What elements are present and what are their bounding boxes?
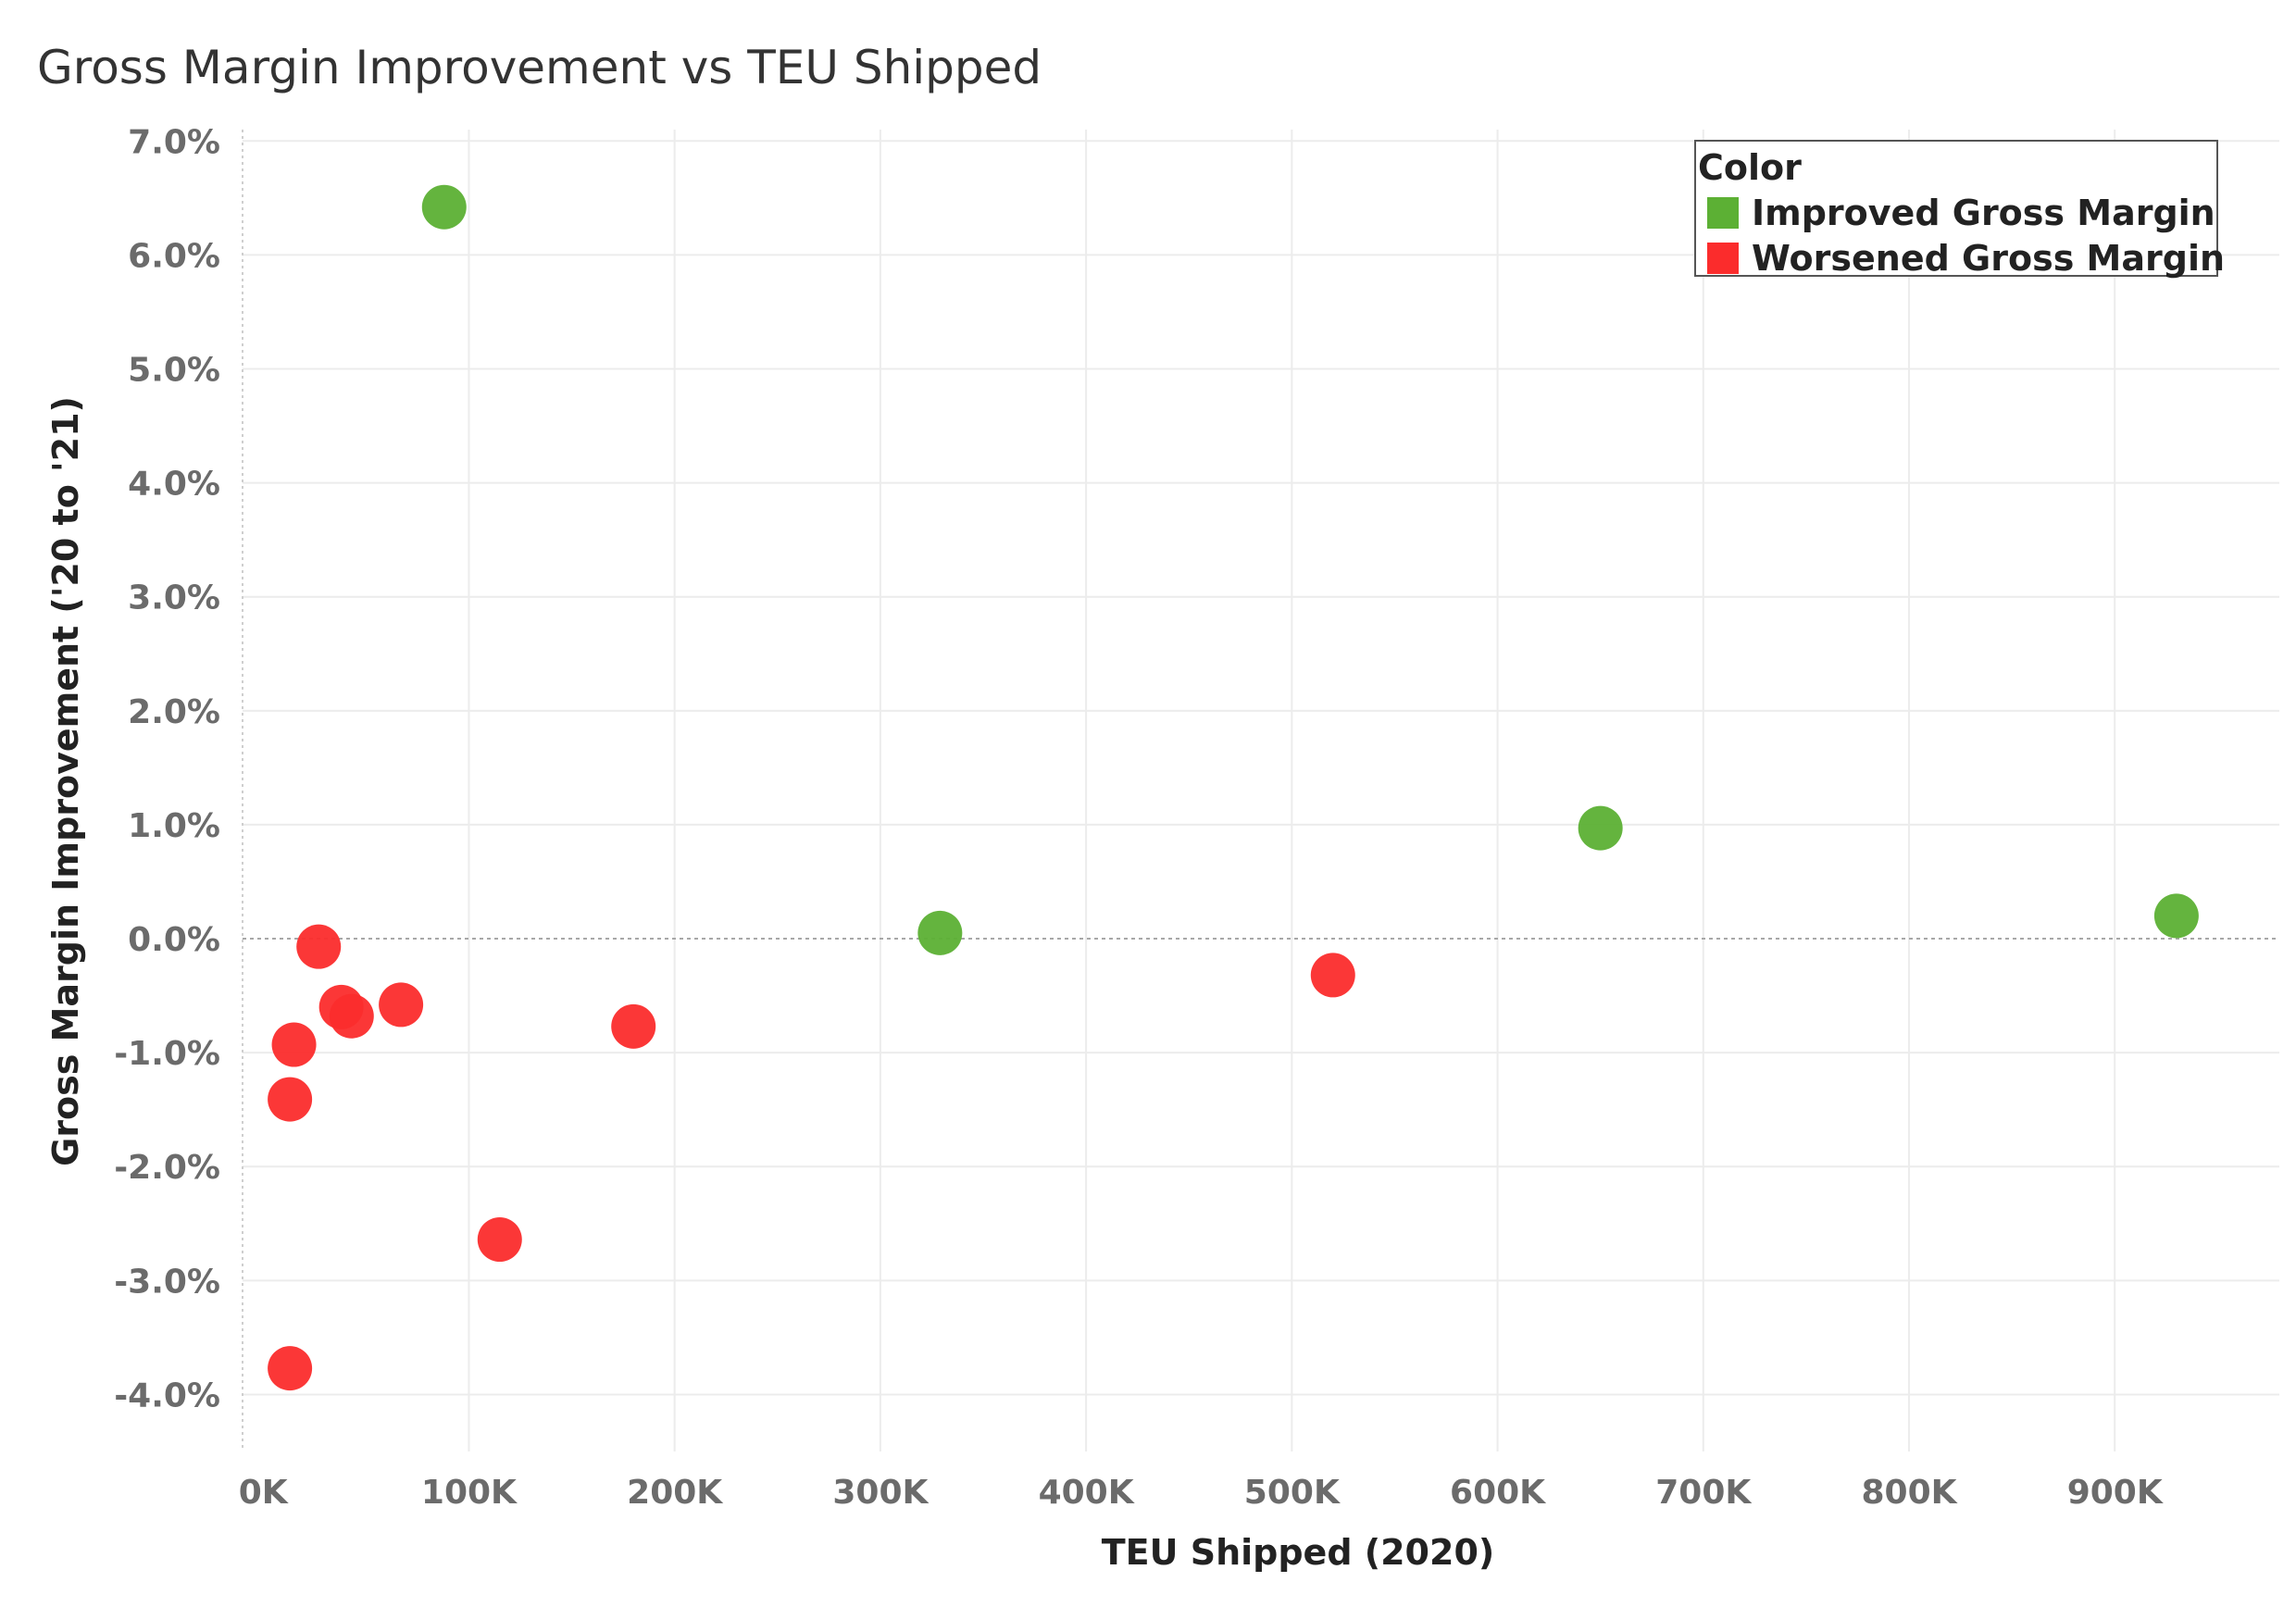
y-axis-title: Gross Margin Improvement ('20 to '21) [45, 396, 86, 1166]
point-worsened[interactable] [296, 924, 342, 969]
x-tick-label: 800K [1861, 1474, 1957, 1512]
x-tick-label: 700K [1655, 1474, 1752, 1512]
y-tick-label: 6.0% [128, 237, 220, 275]
y-tick-label: -4.0% [114, 1377, 220, 1414]
y-tick-label: 1.0% [128, 807, 220, 845]
axes [242, 130, 2279, 1451]
point-improved[interactable] [1578, 805, 1623, 851]
point-worsened[interactable] [271, 1022, 317, 1067]
y-tick-label: 5.0% [128, 352, 220, 390]
legend-label-improved: Improved Gross Margin [1752, 192, 2215, 233]
x-tick-label: 200K [627, 1474, 723, 1512]
x-tick-label: 0K [239, 1474, 289, 1512]
point-worsened[interactable] [379, 982, 424, 1028]
legend: Color Improved Gross Margin Worsened Gro… [1694, 140, 2225, 280]
point-worsened[interactable] [477, 1217, 522, 1263]
x-tick-label: 400K [1039, 1474, 1135, 1512]
y-tick-label: -1.0% [114, 1035, 220, 1073]
point-worsened[interactable] [268, 1346, 313, 1391]
chart-title: Gross Margin Improvement vs TEU Shipped [37, 41, 1042, 94]
y-tick-label: 2.0% [128, 693, 220, 731]
point-worsened[interactable] [611, 1003, 656, 1049]
point-improved[interactable] [917, 910, 963, 955]
y-tick-label: 4.0% [128, 466, 220, 504]
x-tick-labels: 0K 100K 200K 300K 400K 500K 600K 700K 800K 900K [239, 1474, 2164, 1512]
point-worsened[interactable] [268, 1077, 313, 1122]
point-improved[interactable] [2153, 893, 2199, 939]
data-points [268, 184, 2199, 1391]
y-tick-labels: 7.0% 6.0% 5.0% 4.0% 3.0% 2.0% 1.0% 0.0% -1.0% -2.… [114, 123, 220, 1414]
point-worsened[interactable] [1310, 953, 1355, 998]
y-tick-label: 0.0% [128, 921, 220, 959]
x-tick-label: 600K [1450, 1474, 1546, 1512]
legend-item-worsened[interactable]: Worsened Gross Margin [1698, 235, 2225, 280]
point-improved[interactable] [421, 184, 467, 230]
y-tick-label: 7.0% [128, 123, 220, 161]
y-tick-label: 3.0% [128, 579, 220, 617]
x-tick-label: 100K [421, 1474, 518, 1512]
grid-lines [243, 130, 2279, 1451]
legend-title: Color [1698, 147, 1802, 188]
y-tick-label: -3.0% [114, 1263, 220, 1301]
x-tick-label: 300K [832, 1474, 929, 1512]
legend-swatch-worsened [1707, 242, 1739, 274]
y-tick-label: -2.0% [114, 1149, 220, 1187]
x-axis-title: TEU Shipped (2020) [1102, 1532, 1495, 1573]
point-worsened[interactable] [329, 993, 374, 1039]
x-tick-label: 900K [2067, 1474, 2164, 1512]
legend-item-improved[interactable]: Improved Gross Margin [1698, 190, 2216, 235]
x-tick-label: 500K [1244, 1474, 1341, 1512]
legend-label-worsened: Worsened Gross Margin [1752, 237, 2226, 279]
legend-swatch-improved [1707, 196, 1739, 229]
